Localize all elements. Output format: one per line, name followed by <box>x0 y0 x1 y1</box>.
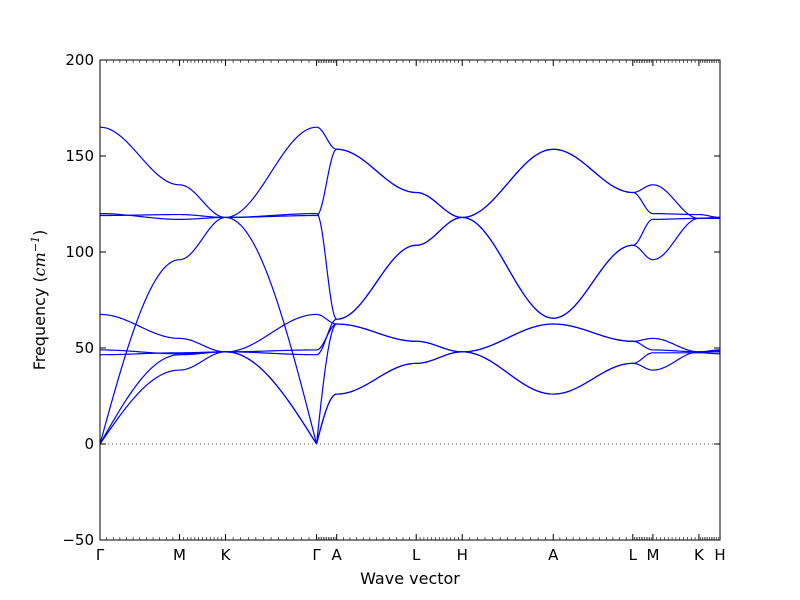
band-line <box>652 213 699 216</box>
band-line <box>99 126 180 186</box>
band-line <box>316 213 337 320</box>
band-line <box>553 362 633 395</box>
band-line <box>698 216 720 219</box>
plot-background <box>100 60 720 540</box>
band-line <box>632 337 653 342</box>
band-line <box>225 126 317 219</box>
band-line <box>99 259 180 445</box>
band-line <box>99 354 180 445</box>
band-line <box>225 214 317 219</box>
x-tick-label: M <box>173 546 186 564</box>
band-line <box>553 148 633 194</box>
band-line <box>179 213 226 219</box>
band-line <box>315 323 337 445</box>
band-line <box>100 213 180 217</box>
band-line <box>336 323 417 342</box>
band-line <box>336 244 417 320</box>
band-line <box>652 217 699 220</box>
band-line <box>336 148 417 194</box>
phonon-bands <box>99 126 721 445</box>
band-line <box>99 352 180 356</box>
band-line <box>553 244 633 319</box>
band-line <box>179 351 226 354</box>
band-line <box>179 337 226 353</box>
band-line <box>225 216 318 445</box>
x-tick-label: A <box>548 546 559 564</box>
band-line <box>416 191 463 219</box>
band-line <box>632 352 653 364</box>
x-tick-label: Γ <box>96 546 105 564</box>
x-tick-label: H <box>714 546 725 564</box>
band-line <box>632 184 653 194</box>
band-line <box>315 393 337 445</box>
x-tick-label: K <box>221 546 232 564</box>
band-line <box>632 340 653 351</box>
band-line <box>553 323 633 342</box>
band-line <box>632 218 653 246</box>
band-line <box>316 148 337 217</box>
band-line <box>316 126 337 150</box>
y-tick-label: −50 <box>62 531 94 549</box>
y-tick-label: 200 <box>65 51 94 69</box>
band-line <box>698 350 720 353</box>
band-line <box>316 318 337 356</box>
band-line <box>652 337 699 353</box>
band-line <box>698 352 720 355</box>
x-tick-label: A <box>332 546 343 564</box>
plot-frame <box>99 59 721 541</box>
x-tick-label: H <box>457 546 468 564</box>
band-line <box>462 323 554 353</box>
band-line <box>416 351 463 364</box>
band-line <box>225 313 317 353</box>
y-axis-label: Frequency (cm−1) <box>29 230 49 371</box>
band-line <box>462 351 554 395</box>
band-line <box>416 216 463 246</box>
band-line <box>336 362 417 395</box>
band-line <box>652 184 699 219</box>
band-line <box>179 184 226 219</box>
band-line <box>99 369 180 445</box>
band-line <box>416 340 463 353</box>
y-tick-label: 0 <box>84 435 94 453</box>
x-tick-label: M <box>646 546 659 564</box>
y-axis-ticks: −50 0 50 100 150 200 <box>62 51 720 549</box>
y-tick-label: 150 <box>65 147 94 165</box>
x-tick-label: L <box>412 546 421 564</box>
y-tick-label: 100 <box>65 243 94 261</box>
band-line <box>225 351 317 356</box>
band-line <box>99 313 180 339</box>
band-line <box>179 216 226 261</box>
y-tick-label: 50 <box>75 339 94 357</box>
band-line <box>632 244 653 261</box>
band-line <box>632 191 653 215</box>
x-tick-label: Γ <box>312 546 321 564</box>
band-line <box>316 313 337 325</box>
band-line <box>652 351 699 371</box>
band-line <box>652 349 699 353</box>
band-line <box>652 217 699 261</box>
band-line <box>99 213 180 220</box>
band-line <box>632 362 653 371</box>
x-tick-label: L <box>629 546 638 564</box>
x-tick-label: K <box>694 546 705 564</box>
band-line <box>225 351 318 445</box>
band-line <box>179 351 226 371</box>
band-line <box>462 216 554 319</box>
band-line <box>462 148 554 219</box>
x-axis-label: Wave vector <box>360 569 460 588</box>
